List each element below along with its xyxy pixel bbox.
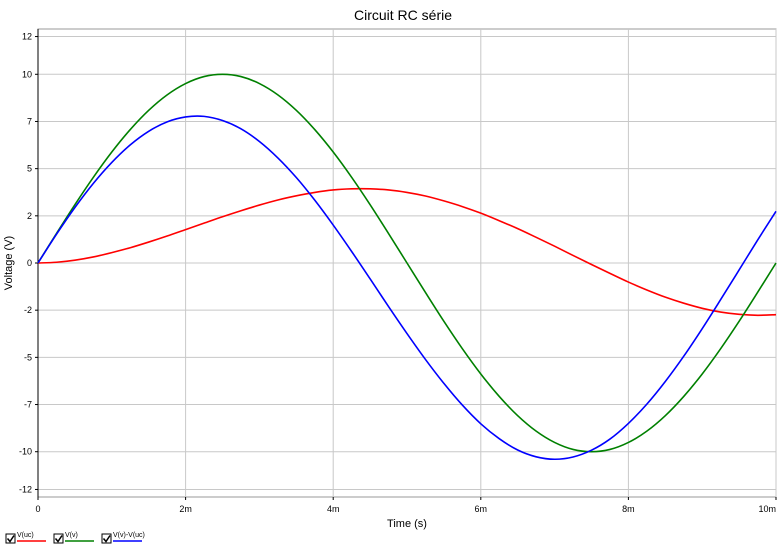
y-axis-title: Voltage (V) (3, 236, 15, 290)
y-axis: 12 10 7 5 2 0 -2 -5 -7 -10 -12 (19, 29, 39, 497)
chart-title: Circuit RC série (354, 7, 452, 23)
legend: V(uc) V(v) V(v)-V(uc) (5, 532, 145, 544)
y-tick-label: -10 (19, 447, 32, 457)
legend-label: V(v)-V(uc) (113, 532, 145, 539)
y-tick-label: -7 (24, 400, 32, 410)
legend-checkbox[interactable] (101, 533, 112, 544)
x-tick-label: 8m (622, 504, 635, 514)
x-axis-title: Time (s) (387, 518, 427, 530)
y-tick-label: 10 (22, 69, 32, 79)
legend-label: V(v) (65, 532, 78, 539)
grid (37, 29, 777, 497)
series-line-2 (37, 115, 777, 461)
x-tick-label: 0 (35, 504, 40, 514)
y-tick-label: 5 (27, 164, 32, 174)
y-tick-label: 7 (27, 116, 32, 126)
x-tick-label: 2m (179, 504, 192, 514)
y-tick-label: -2 (24, 305, 32, 315)
x-tick-label: 10m (758, 504, 776, 514)
series-line-1 (37, 73, 777, 453)
y-tick-label: -12 (19, 484, 32, 494)
y-tick-label: 0 (27, 258, 32, 268)
x-tick-label: 6m (475, 504, 488, 514)
x-axis: 0 2m 4m 6m 8m 10m (35, 497, 777, 514)
x-tick-label: 4m (327, 504, 340, 514)
legend-checkbox[interactable] (5, 533, 16, 544)
y-tick-label: -5 (24, 352, 32, 362)
legend-checkbox[interactable] (53, 533, 64, 544)
series-layer (37, 73, 777, 461)
y-tick-label: 2 (27, 211, 32, 221)
legend-label: V(uc) (17, 532, 34, 539)
y-tick-label: 12 (22, 32, 32, 42)
series-line-0 (37, 187, 777, 317)
